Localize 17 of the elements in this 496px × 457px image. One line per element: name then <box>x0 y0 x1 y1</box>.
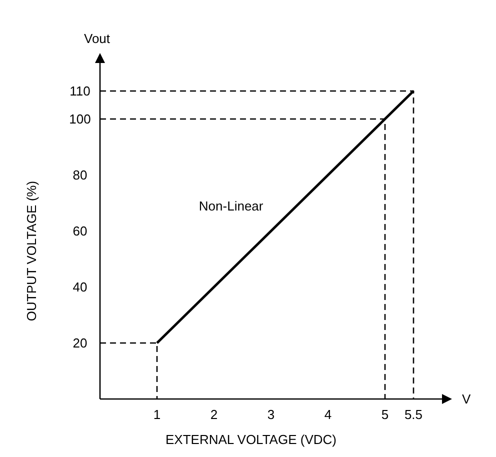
y-tick-label: 20 <box>72 336 88 350</box>
x-tick-label: 1 <box>153 407 161 422</box>
y-tick-label: 110 <box>70 84 90 98</box>
y-tick-label: 100 <box>69 112 91 126</box>
y-axis-title: OUTPUT VOLTAGE (%) <box>24 180 39 322</box>
x-tick-label: 3 <box>267 407 275 422</box>
x-tick-label: 4 <box>324 407 332 422</box>
x-tick-label: 2 <box>210 407 218 422</box>
x-axis-title: EXTERNAL VOLTAGE (VDC) <box>166 432 336 447</box>
y-tick-label: 80 <box>72 168 88 182</box>
y-tick-label: 60 <box>72 224 88 238</box>
text: V <box>462 392 471 406</box>
annotation: Non-Linear <box>198 198 264 214</box>
x-tick-label: 5 <box>381 407 389 422</box>
y-tick-label: 40 <box>72 280 88 294</box>
x-tick-label: 5.5 <box>404 407 423 422</box>
text: Vout <box>84 31 110 46</box>
